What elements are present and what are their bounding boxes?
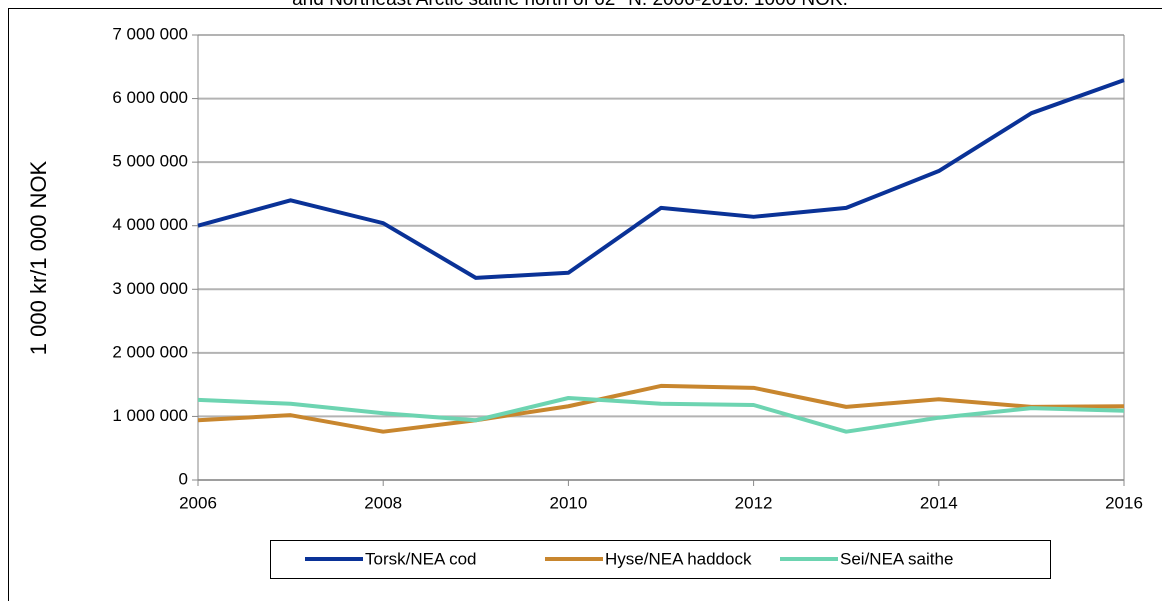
y-tick-label: 2 000 000 — [112, 342, 188, 361]
chart-title: and Northeast Arctic saithe north of 62°… — [292, 0, 848, 10]
x-tick-label: 2008 — [364, 493, 402, 512]
y-axis-label: 1 000 kr/1 000 NOK — [26, 160, 51, 355]
y-tick-label: 5 000 000 — [112, 152, 188, 171]
x-tick-label: 2016 — [1105, 493, 1143, 512]
legend — [270, 540, 1051, 579]
title-clip — [0, 0, 1162, 8]
series-line — [197, 383, 1125, 434]
x-tick-label: 2014 — [920, 493, 958, 512]
y-tick-label: 1 000 000 — [112, 406, 188, 425]
y-tick-label: 4 000 000 — [112, 215, 188, 234]
y-tick-label: 0 — [179, 469, 188, 488]
legend-label: Hyse/NEA haddock — [605, 549, 752, 568]
x-tick-label: 2010 — [549, 493, 587, 512]
y-tick-label: 6 000 000 — [112, 88, 188, 107]
y-tick-label: 3 000 000 — [112, 279, 188, 298]
x-tick-label: 2006 — [179, 493, 217, 512]
series-line — [197, 78, 1125, 280]
y-tick-label: 7 000 000 — [112, 24, 188, 43]
legend-label: Torsk/NEA cod — [365, 549, 477, 568]
series-line — [197, 395, 1125, 434]
legend-label: Sei/NEA saithe — [840, 549, 953, 568]
x-tick-label: 2012 — [735, 493, 773, 512]
